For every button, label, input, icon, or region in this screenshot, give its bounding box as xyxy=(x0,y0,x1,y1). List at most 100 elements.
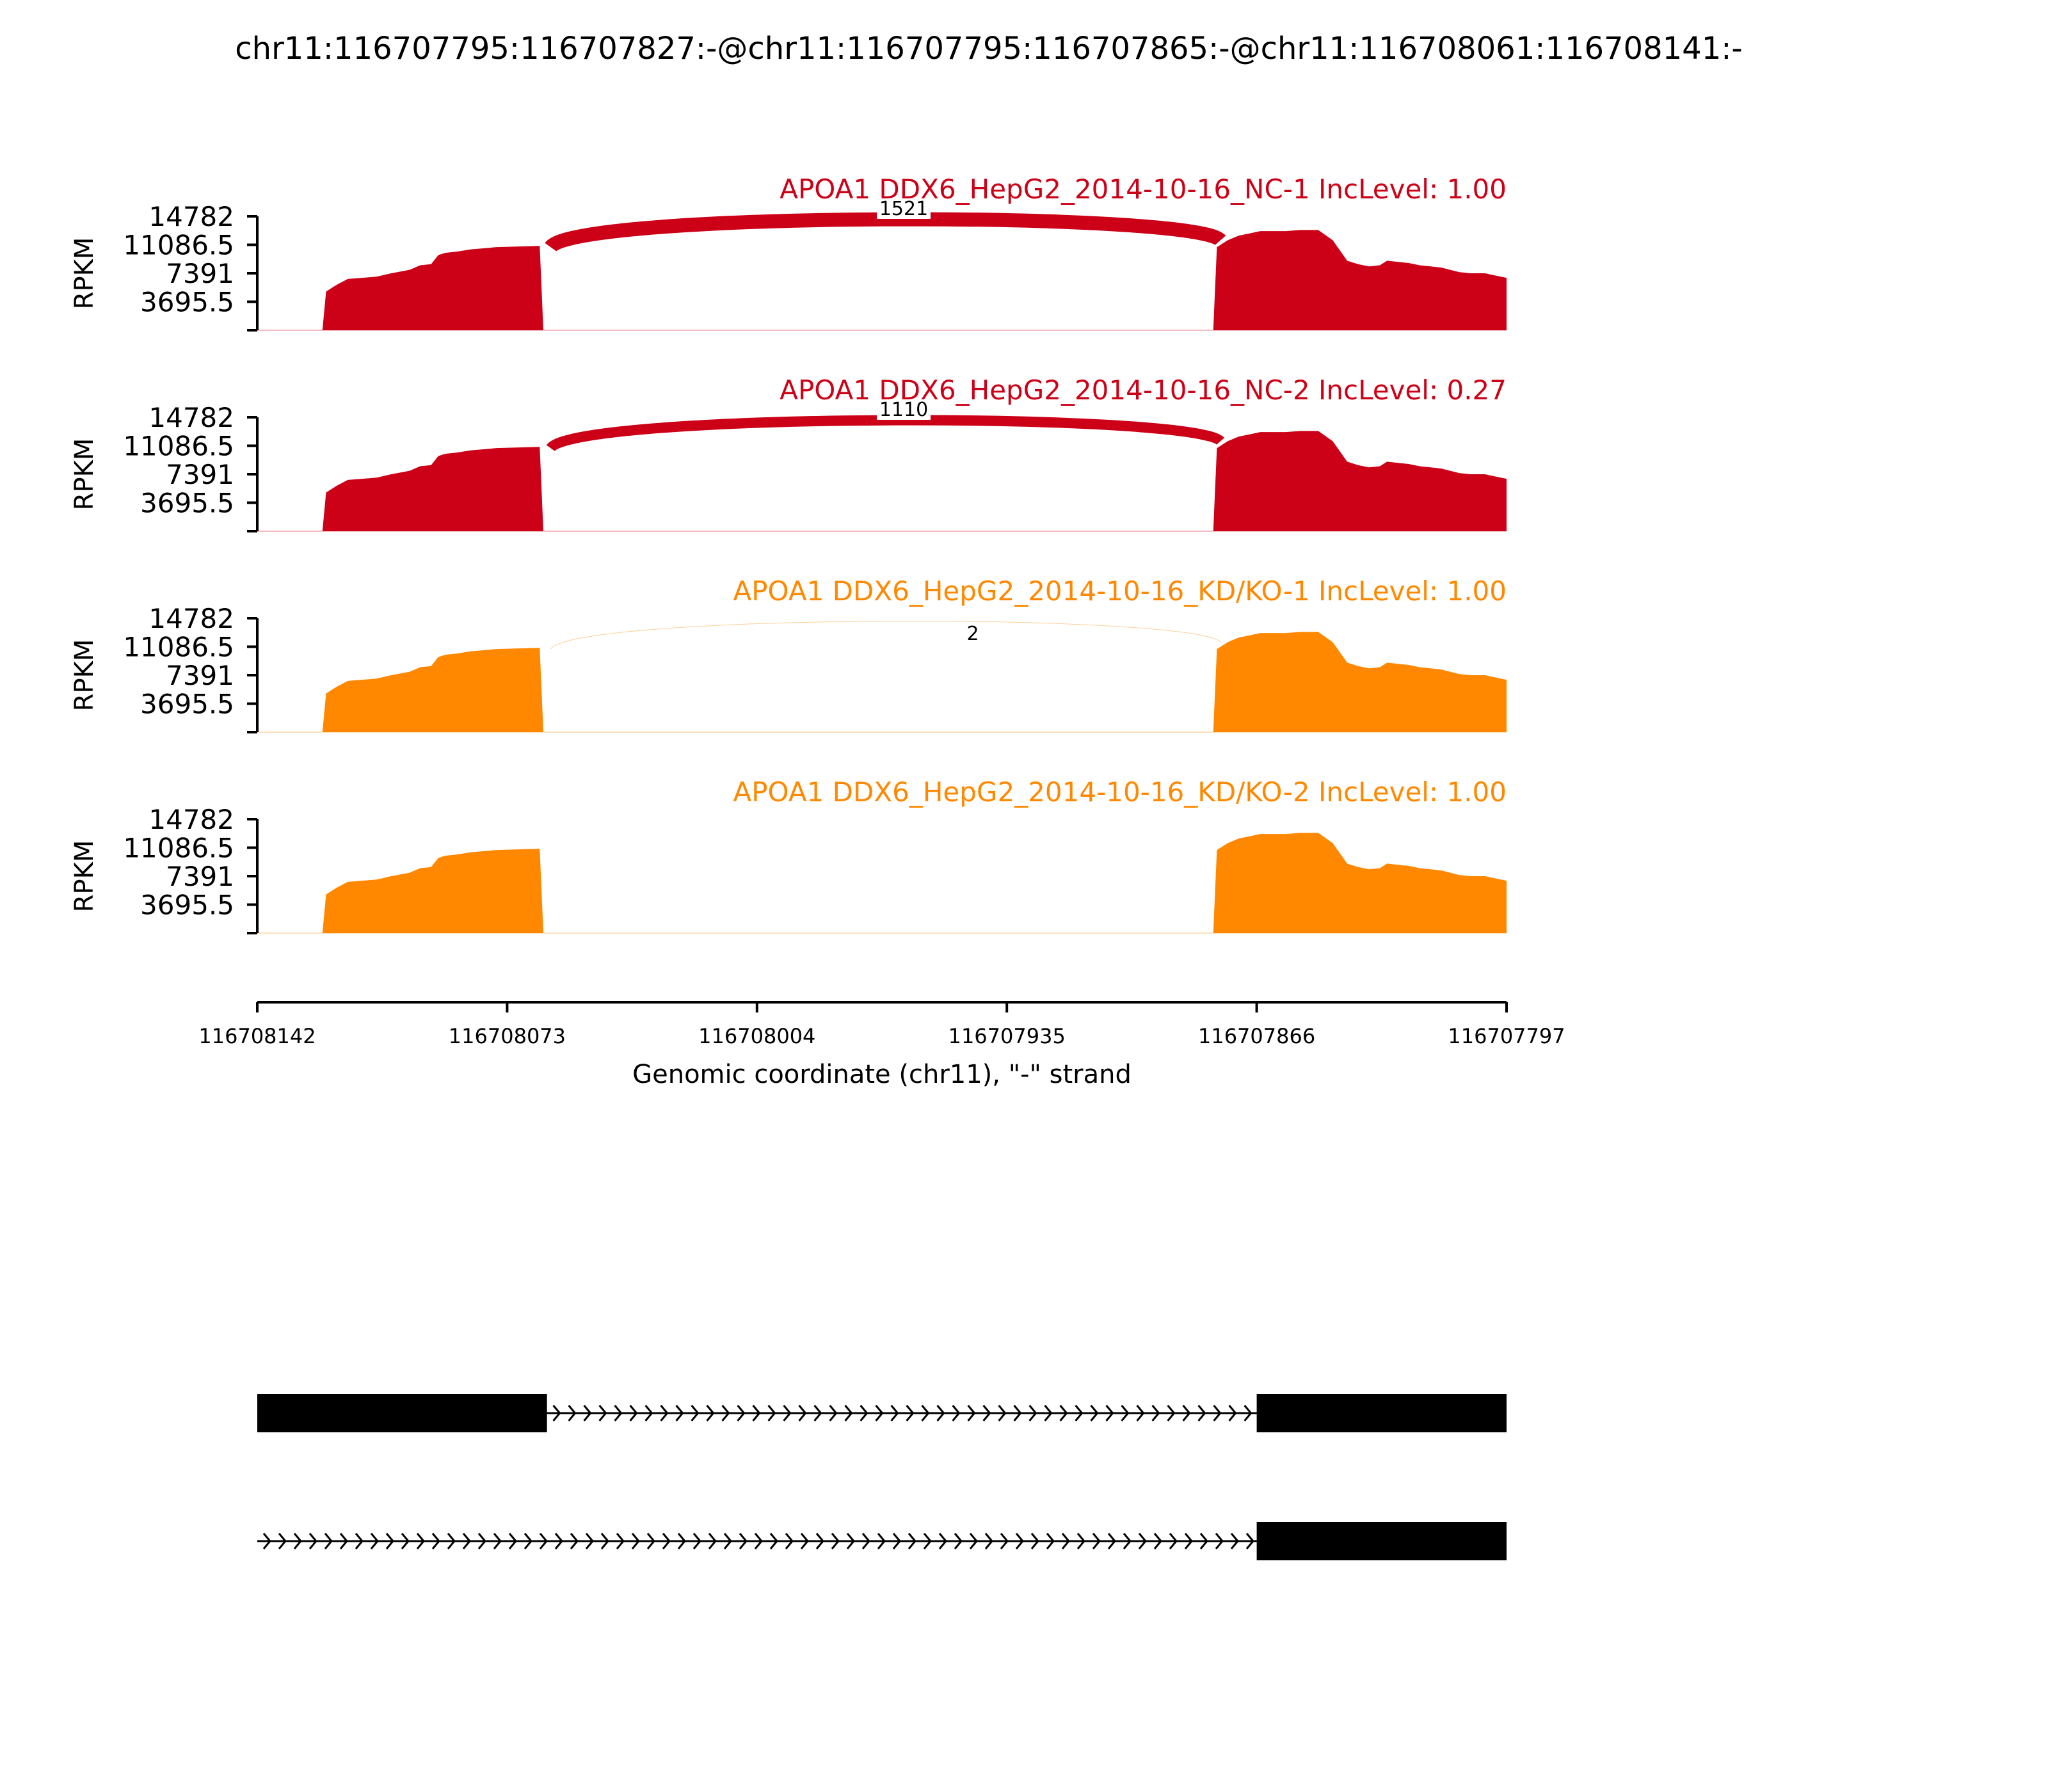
strand-arrow xyxy=(552,1405,561,1421)
strand-arrow xyxy=(890,1405,899,1421)
strand-arrow xyxy=(508,1533,517,1549)
strand-arrow xyxy=(692,1533,701,1549)
junction-count: 2 xyxy=(966,623,979,645)
y-axis-label: RPKM xyxy=(70,438,99,511)
strand-arrow xyxy=(969,1533,978,1549)
x-axis: 116708142 116708073 116708004 116707935 1167… xyxy=(198,1001,1565,1089)
strand-arrow xyxy=(967,1405,976,1421)
strand-arrow xyxy=(1245,1533,1254,1549)
coverage-panel: 2 APOA1 DDX6_HepG2_2014-10-16_KD/KO-1 Inc… xyxy=(70,575,1507,733)
strand-arrow xyxy=(1184,1533,1193,1549)
junction-arc xyxy=(545,212,1226,253)
strand-arrow xyxy=(293,1533,302,1549)
strand-arrow xyxy=(308,1533,317,1549)
strand-arrow xyxy=(1123,1533,1132,1549)
strand-arrow xyxy=(631,1533,640,1549)
x-axis-label: Genomic coordinate (chr11), "-" strand xyxy=(632,1060,1132,1089)
y-axis-label: RPKM xyxy=(70,237,99,310)
strand-arrow xyxy=(355,1533,364,1549)
strand-arrow xyxy=(861,1533,870,1549)
strand-arrow xyxy=(262,1533,271,1549)
y-tick-label: 3695.5 xyxy=(140,488,234,519)
strand-arrow xyxy=(401,1533,410,1549)
strand-arrow xyxy=(739,1533,748,1549)
coverage-area xyxy=(257,632,1507,732)
x-tick-label: 116707935 xyxy=(948,1024,1066,1048)
y-axis-label: RPKM xyxy=(70,639,99,712)
strand-arrow xyxy=(598,1405,607,1421)
strand-arrow xyxy=(1107,1533,1116,1549)
strand-arrow xyxy=(1015,1533,1024,1549)
strand-arrow xyxy=(1090,1405,1099,1421)
strand-arrow xyxy=(278,1533,287,1549)
strand-arrow xyxy=(662,1533,671,1549)
strand-arrow xyxy=(875,1405,884,1421)
strand-arrow xyxy=(1167,1405,1176,1421)
strand-arrow xyxy=(954,1533,963,1549)
strand-arrow xyxy=(754,1533,763,1549)
strand-arrow xyxy=(721,1405,730,1421)
strand-arrow xyxy=(708,1533,717,1549)
x-tick-label: 116707866 xyxy=(1198,1024,1315,1048)
strand-arrow xyxy=(675,1405,684,1421)
strand-arrow xyxy=(1000,1533,1009,1549)
junction-arc xyxy=(546,415,1224,452)
x-tick-label: 116708073 xyxy=(449,1024,566,1048)
sample-label: APOA1 DDX6_HepG2_2014-10-16_KD/KO-2 IncL… xyxy=(733,776,1507,808)
y-tick-label: 11086.5 xyxy=(123,230,234,261)
junction-count-bg xyxy=(946,625,1000,644)
strand-arrow xyxy=(844,1405,853,1421)
strand-arrow xyxy=(783,1405,792,1421)
junction-count: 1521 xyxy=(879,198,928,220)
strand-arrow xyxy=(614,1405,623,1421)
x-axis-ticks: 116708142 116708073 116708004 116707935 1167… xyxy=(198,1002,1565,1048)
strand-arrow xyxy=(385,1533,394,1549)
strand-arrow xyxy=(1169,1533,1178,1549)
strand-arrow xyxy=(431,1533,440,1549)
strand-arrow xyxy=(877,1533,886,1549)
strand-arrow xyxy=(493,1533,502,1549)
y-tick-label: 7391 xyxy=(166,258,234,289)
y-tick-label: 11086.5 xyxy=(123,431,234,462)
strand-arrow xyxy=(906,1405,915,1421)
y-tick-label: 11086.5 xyxy=(123,632,234,663)
y-tick-label: 3695.5 xyxy=(140,689,234,720)
strand-arrow xyxy=(767,1405,776,1421)
strand-arrow xyxy=(1013,1405,1022,1421)
strand-arrow xyxy=(785,1533,794,1549)
y-tick-label: 11086.5 xyxy=(123,833,234,864)
strand-arrow xyxy=(1197,1405,1206,1421)
strand-arrow xyxy=(982,1405,991,1421)
strand-arrow xyxy=(568,1405,577,1421)
strand-arrow xyxy=(952,1405,961,1421)
exon-block xyxy=(1256,1522,1507,1560)
strand-arrow xyxy=(416,1533,425,1549)
strand-arrow xyxy=(1230,1533,1239,1549)
strand-arrow xyxy=(646,1533,655,1549)
strand-arrow xyxy=(660,1405,669,1421)
strand-arrow xyxy=(583,1405,592,1421)
strand-arrow xyxy=(1075,1405,1084,1421)
strand-arrow xyxy=(1213,1405,1222,1421)
strand-arrow xyxy=(737,1405,746,1421)
strand-arrow xyxy=(921,1405,930,1421)
y-tick-label: 3695.5 xyxy=(140,287,234,318)
y-tick-label: 7391 xyxy=(166,660,234,691)
y-tick-label: 7391 xyxy=(166,861,234,892)
strand-arrow xyxy=(706,1405,715,1421)
strand-arrow xyxy=(1228,1405,1237,1421)
strand-arrow xyxy=(1028,1405,1037,1421)
strand-arrow xyxy=(1061,1533,1070,1549)
strand-arrow xyxy=(998,1405,1007,1421)
junction-count-bg xyxy=(877,200,931,219)
strand-arrow xyxy=(600,1533,609,1549)
strand-arrow xyxy=(752,1405,761,1421)
strand-arrow xyxy=(1151,1405,1160,1421)
strand-arrow xyxy=(370,1533,379,1549)
strand-arrow xyxy=(1199,1533,1208,1549)
coverage-panel: APOA1 DDX6_HepG2_2014-10-16_KD/KO-2 IncL… xyxy=(70,776,1507,934)
strand-arrow xyxy=(477,1533,486,1549)
isoform-track xyxy=(257,1394,1507,1560)
strand-arrow xyxy=(923,1533,932,1549)
